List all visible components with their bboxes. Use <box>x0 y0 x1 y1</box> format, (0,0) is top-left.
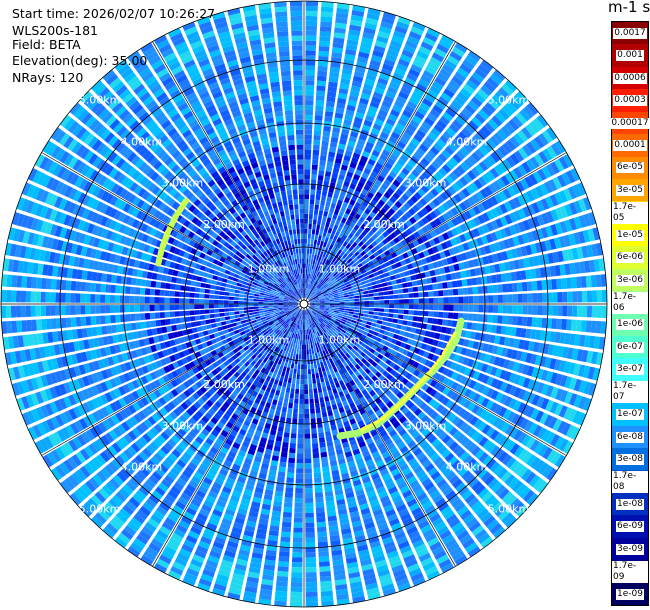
colorbar-cell: 0.0001 <box>612 134 648 158</box>
high-backscatter-bands <box>155 198 465 440</box>
colorbar-cell: 6e-06 <box>612 246 648 270</box>
range-label: 3.00km <box>405 176 447 189</box>
colorbar-label: 1.7e-08 <box>612 470 648 493</box>
colorbar-unit-title: m-1 sr-1 <box>608 0 650 16</box>
colorbar-cell: 3e-08 <box>612 448 648 471</box>
range-label: 4.00km <box>446 461 488 474</box>
ppi-scan-plot: 1.00km 1.00km 1.00km 1.00km 2.00km 2.00km 2.00… <box>0 0 608 608</box>
range-label: 1.00km <box>319 333 361 346</box>
colorbar-cell: 6e-07 <box>612 335 648 359</box>
colorbar-label: 0.0006 <box>613 72 647 84</box>
colorbar-cell: 6e-08 <box>612 425 648 449</box>
range-label: 5.00km <box>488 94 530 107</box>
colorbar-cell: 3e-07 <box>612 358 648 382</box>
range-label: 2.00km <box>363 378 405 391</box>
range-label: 1.00km <box>248 333 290 346</box>
colorbar-cell: 1e-06 <box>612 313 648 337</box>
colorbar-cell: 6e-09 <box>612 515 648 539</box>
range-label: 1.00km <box>319 263 361 276</box>
colorbar-cell: 1.7e-06 <box>612 291 648 314</box>
range-label: 2.00km <box>203 378 245 391</box>
colorbar-label: 3e-08 <box>616 453 644 465</box>
colorbar-label: 6e-08 <box>616 431 644 443</box>
colorbar-label: 1e-08 <box>616 498 644 510</box>
colorbar: 0.0017 0.001 0.0006 0.0003 0.00017 0.0001 6e-0… <box>610 21 650 606</box>
colorbar-cell: 1.7e-07 <box>612 380 648 404</box>
colorbar-label: 3e-06 <box>616 274 644 286</box>
range-label: 3.00km <box>405 420 447 433</box>
colorbar-cell: 6e-05 <box>612 156 648 180</box>
colorbar-label: 6e-05 <box>616 162 644 174</box>
colorbar-label: 3e-07 <box>616 364 644 376</box>
instrument-text: WLS200s-181 <box>12 23 98 38</box>
colorbar-label: 1.7e-06 <box>612 291 648 314</box>
colorbar-label: 0.001 <box>616 50 644 62</box>
colorbar-cell: 0.001 <box>612 44 648 68</box>
start-time-text: Start time: 2026/02/07 10:26:27 <box>12 6 216 21</box>
colorbar-label: 0.00017 <box>610 117 650 129</box>
colorbar-label: 1.7e-07 <box>612 381 648 404</box>
colorbar-label: 1e-06 <box>616 319 644 331</box>
range-label: 5.00km <box>488 502 530 515</box>
range-label: 4.00km <box>121 461 163 474</box>
colorbar-cell: 0.0003 <box>612 89 648 113</box>
range-label: 4.00km <box>121 135 163 148</box>
colorbar-label: 1e-09 <box>616 588 644 600</box>
colorbar-cell: 1.7e-09 <box>612 560 648 584</box>
colorbar-label: 3e-05 <box>616 184 644 196</box>
colorbar-cell: 0.0006 <box>612 66 648 90</box>
colorbar-cell: 0.0017 <box>612 22 648 45</box>
colorbar-label: 3e-09 <box>616 543 644 555</box>
nrays-text: NRays: 120 <box>12 70 84 85</box>
range-labels: 1.00km 1.00km 1.00km 1.00km 2.00km 2.00km 2.00… <box>79 94 529 516</box>
colorbar-label: 6e-06 <box>616 252 644 264</box>
colorbar-cell: 1.7e-08 <box>612 470 648 494</box>
colorbar-cell: 1e-07 <box>612 403 648 427</box>
colorbar-label: 1.7e-05 <box>612 201 648 224</box>
colorbar-label: 1e-07 <box>616 409 644 421</box>
colorbar-cell: 3e-06 <box>612 268 648 292</box>
colorbar-cell: 1e-05 <box>612 223 648 247</box>
colorbar-label: 6e-09 <box>616 521 644 533</box>
colorbar-label: 1.7e-09 <box>612 560 648 583</box>
colorbar-label: 0.0017 <box>613 27 647 39</box>
range-label: 5.00km <box>79 94 121 107</box>
elevation-text: Elevation(deg): 35.00 <box>12 53 148 68</box>
colorbar-cell: 3e-05 <box>612 178 648 202</box>
field-text: Field: BETA <box>12 37 81 52</box>
colorbar-label: 6e-07 <box>616 341 644 353</box>
colorbar-cell: 3e-09 <box>612 537 648 561</box>
range-label: 2.00km <box>363 218 405 231</box>
range-label: 5.00km <box>79 502 121 515</box>
colorbar-cell: 0.00017 <box>610 111 650 135</box>
range-label: 2.00km <box>203 218 245 231</box>
colorbar-cell: 1e-09 <box>612 582 648 606</box>
range-label: 3.00km <box>162 176 204 189</box>
colorbar-cell: 1.7e-05 <box>612 201 648 225</box>
colorbar-label: 0.0003 <box>613 95 647 107</box>
range-label: 4.00km <box>446 135 488 148</box>
colorbar-label: 0.0001 <box>613 140 647 152</box>
range-rings <box>0 0 608 608</box>
range-label: 3.00km <box>162 420 204 433</box>
colorbar-label: 1e-05 <box>616 229 644 241</box>
colorbar-cell: 1e-08 <box>612 492 648 516</box>
range-label: 1.00km <box>248 263 290 276</box>
